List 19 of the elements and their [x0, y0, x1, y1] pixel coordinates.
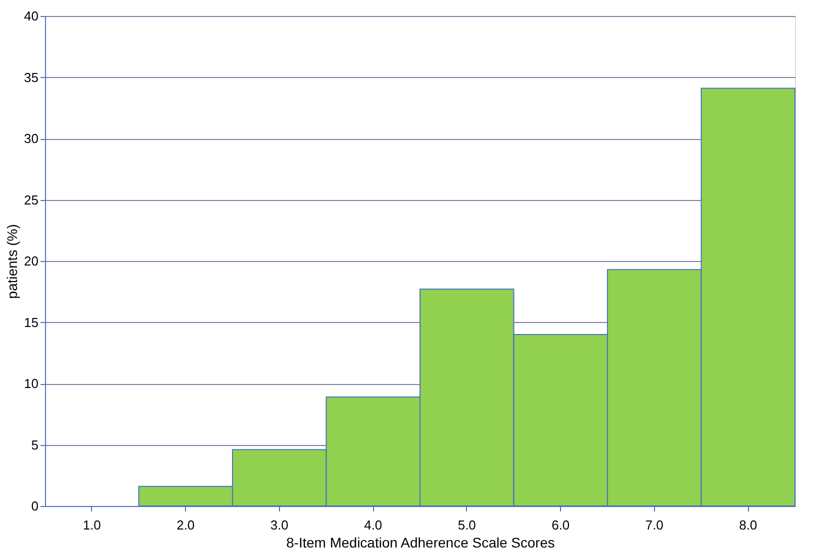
y-tick-label: 40: [24, 8, 38, 24]
y-tick-label: 25: [24, 192, 38, 208]
y-tick-label: 30: [24, 131, 38, 146]
x-tick-label: 4.0: [364, 518, 382, 532]
x-tick-label: 8.0: [739, 518, 758, 532]
y-tick-label: 15: [24, 314, 38, 330]
x-tick-label: 1.0: [82, 518, 101, 532]
y-tick-label: 10: [24, 376, 38, 391]
y-tick-label: 5: [31, 437, 38, 452]
x-tick-label: 3.0: [270, 518, 288, 532]
x-tick-label: 2.0: [176, 518, 195, 532]
y-tick-label: 0: [31, 498, 38, 514]
x-tick-label: 7.0: [645, 518, 664, 532]
x-tick-label: 5.0: [458, 518, 476, 532]
y-tick-label: 20: [24, 254, 38, 268]
y-tick-label: 35: [24, 70, 38, 85]
y-axis-title: patients (%): [4, 224, 20, 299]
x-axis-title: 8-Item Medication Adherence Scale Scores: [286, 534, 555, 550]
x-tick-label: 6.0: [552, 518, 570, 532]
